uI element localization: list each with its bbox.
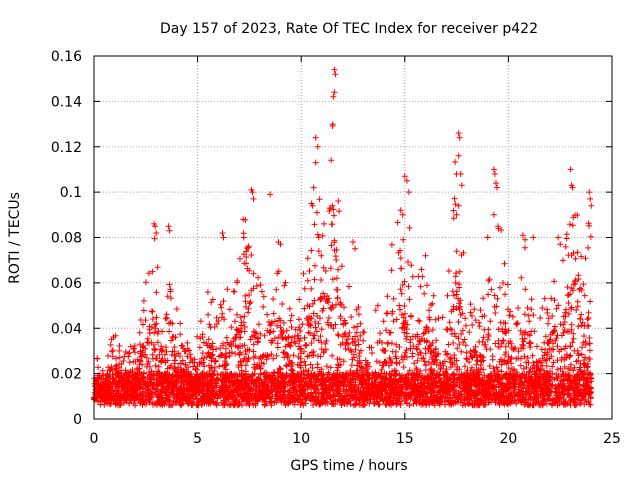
y-tick-label: 0.04 bbox=[51, 321, 82, 337]
chart-title: Day 157 of 2023, Rate Of TEC Index for r… bbox=[160, 21, 538, 37]
scatter-markers bbox=[91, 66, 595, 409]
x-tick-label: 15 bbox=[396, 431, 414, 447]
y-axis-label: ROTI / TECUs bbox=[7, 192, 23, 284]
y-tick-label: 0.16 bbox=[51, 49, 82, 65]
y-tick-label: 0 bbox=[73, 412, 82, 428]
y-tick-label: 0.1 bbox=[60, 185, 82, 201]
x-tick-label: 10 bbox=[292, 431, 310, 447]
grid bbox=[94, 56, 612, 419]
y-tick-label: 0.06 bbox=[51, 276, 82, 292]
x-tick-labels: 0 5 10 15 20 25 bbox=[90, 431, 621, 447]
x-tick-label: 0 bbox=[90, 431, 99, 447]
x-tick-label: 20 bbox=[499, 431, 517, 447]
y-tick-label: 0.12 bbox=[51, 140, 82, 156]
data-points bbox=[91, 66, 595, 409]
y-tick-label: 0.02 bbox=[51, 367, 82, 383]
x-axis-label: GPS time / hours bbox=[290, 458, 407, 474]
x-tick-label: 25 bbox=[603, 431, 621, 447]
x-tick-label: 5 bbox=[193, 431, 202, 447]
axis-ticks bbox=[93, 55, 613, 420]
y-tick-labels: 0 0.02 0.04 0.06 0.08 0.1 0.12 0.14 0.16 bbox=[51, 49, 82, 428]
y-tick-label: 0.14 bbox=[51, 94, 82, 110]
y-tick-label: 0.08 bbox=[51, 231, 82, 247]
